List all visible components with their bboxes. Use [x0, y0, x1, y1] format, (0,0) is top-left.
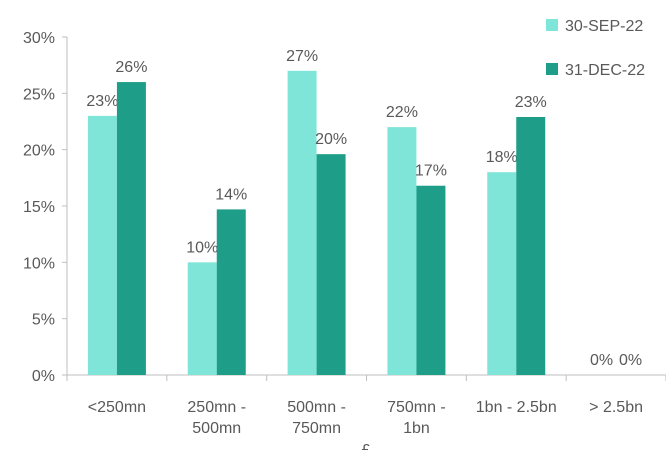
data-label: 26%	[115, 59, 147, 76]
x-category-label: 1bn	[403, 420, 430, 437]
x-category-label: 500mn -	[287, 399, 346, 416]
bar-dec-22	[516, 116, 546, 375]
x-category-label: 500mn	[192, 420, 241, 437]
bar-sep-22	[287, 70, 317, 376]
bar-sep-22	[387, 127, 417, 375]
y-tick-label: 25%	[23, 86, 55, 103]
y-tick-label: 15%	[23, 199, 55, 216]
legend-swatch-sep-22	[546, 19, 558, 31]
bar-dec-22	[416, 185, 446, 375]
bar-sep-22	[87, 115, 117, 375]
x-category-label: 750mn -	[387, 399, 446, 416]
data-label: 22%	[386, 104, 418, 121]
data-label: 17%	[415, 163, 447, 180]
data-label: 23%	[86, 93, 118, 110]
bar-dec-22	[216, 209, 246, 375]
data-label: 20%	[315, 131, 347, 148]
data-label: 18%	[486, 149, 518, 166]
y-tick-label: 20%	[23, 143, 55, 160]
y-tick-label: 5%	[32, 312, 55, 329]
x-category-label: 1bn - 2.5bn	[476, 399, 557, 416]
y-tick-label: 30%	[23, 30, 55, 47]
bar-dec-22	[116, 82, 146, 376]
data-label: 10%	[186, 239, 218, 256]
y-tick-label: 10%	[23, 255, 55, 272]
x-category-label: 750mn	[292, 420, 341, 437]
legend-label: 31-DEC-22	[565, 62, 645, 79]
x-axis-label: £	[362, 442, 371, 450]
x-category-label: <250mn	[88, 399, 146, 416]
bar-sep-22	[487, 172, 517, 375]
data-label: 27%	[286, 48, 318, 65]
data-label: 14%	[215, 186, 247, 203]
legend-swatch-dec-22	[546, 63, 558, 75]
y-tick-label: 0%	[32, 368, 55, 385]
x-category-label: > 2.5bn	[589, 399, 643, 416]
x-category-label: 250mn -	[187, 399, 246, 416]
bar-sep-22	[187, 262, 217, 375]
data-label: 23%	[515, 94, 547, 111]
data-label: 0%	[590, 352, 613, 369]
bar-dec-22	[316, 154, 346, 375]
data-label: 0%	[619, 352, 642, 369]
legend-label: 30-SEP-22	[565, 18, 643, 35]
